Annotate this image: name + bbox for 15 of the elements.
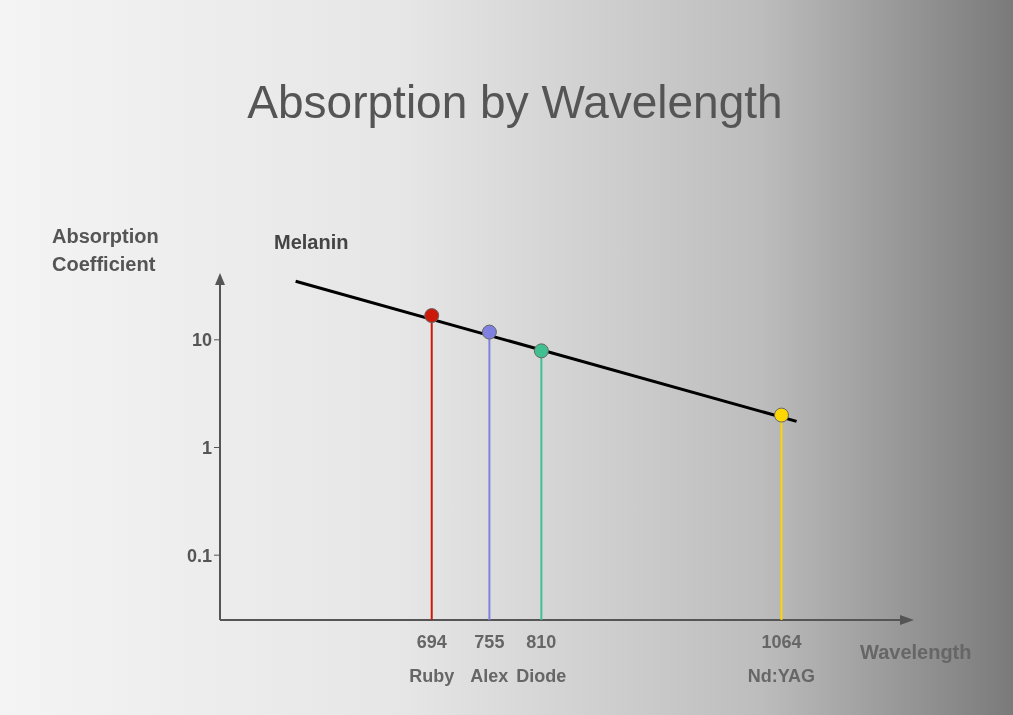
point [424, 308, 440, 324]
x-tick-label: 1064 Nd:YAG [747, 632, 816, 686]
y-tick-label: 0.1 [186, 545, 212, 566]
x-tick-label: 694 Ruby [409, 632, 455, 686]
point [773, 407, 789, 423]
x-tick-label: 755 Alex [470, 632, 509, 686]
chart-title: Absorption by Wavelength [246, 75, 784, 129]
x-tick-label: 810 Diode [516, 632, 567, 686]
point [481, 324, 497, 340]
y-tick-label: 10 [191, 330, 212, 351]
y-axis-title: Absorption Coefficient [52, 224, 160, 277]
series-label: Melanin [274, 231, 349, 254]
x-axis-title: Wavelength [860, 641, 972, 664]
y-tick-label: 1 [201, 437, 212, 458]
point [533, 343, 549, 359]
